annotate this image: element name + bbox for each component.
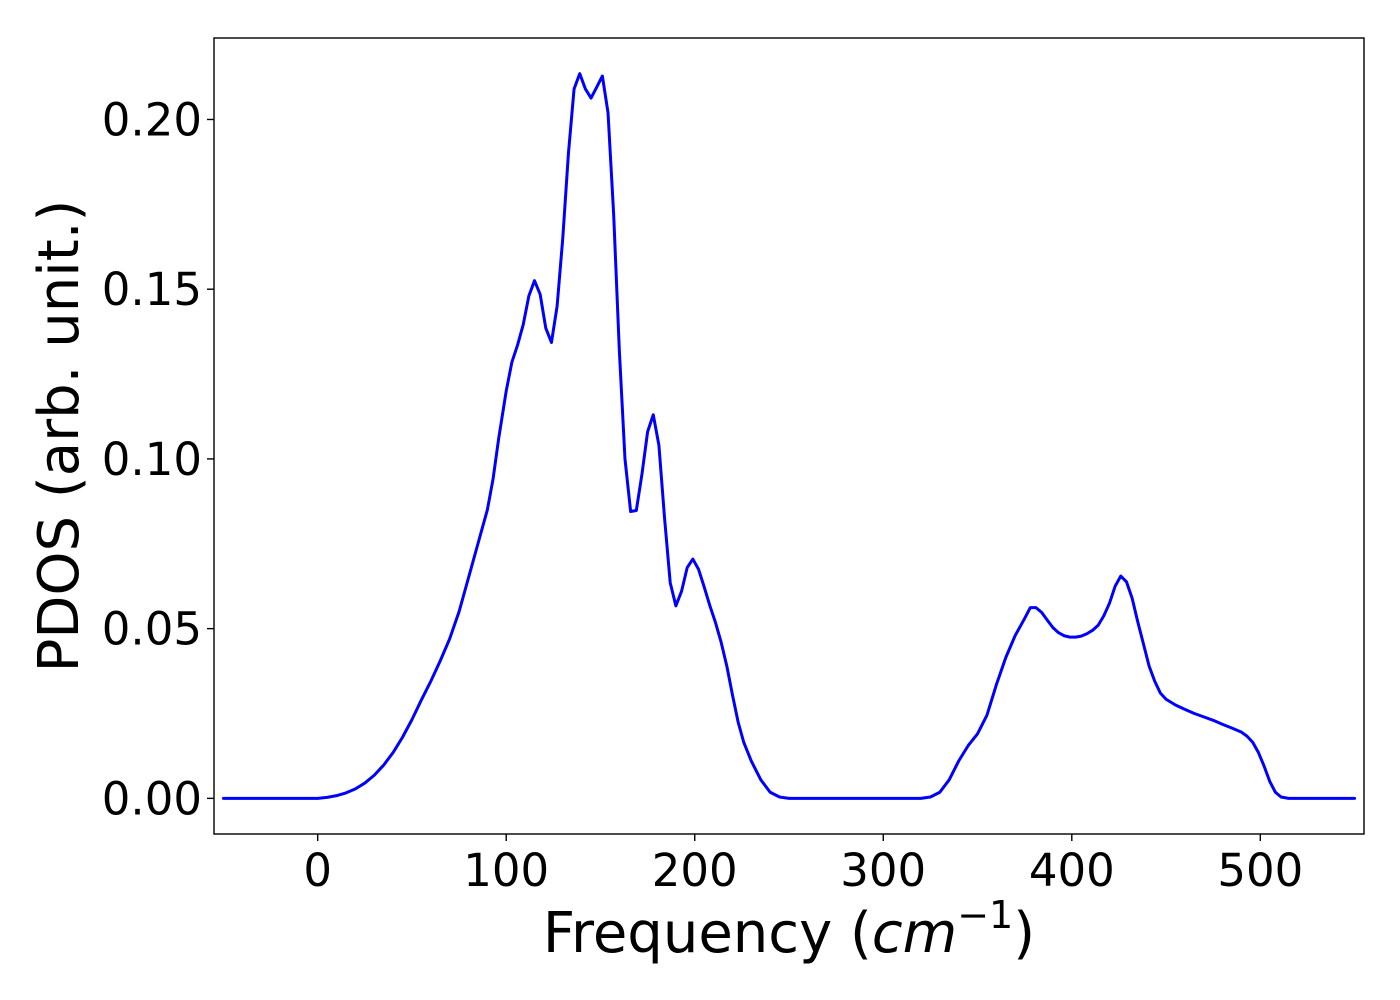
x-tick-label: 200 [652, 844, 738, 897]
x-tick-label: 300 [840, 844, 926, 897]
pdos-series-line [221, 72, 1357, 800]
y-tick-label: 0.20 [102, 93, 202, 146]
y-tick-label: 0.15 [102, 263, 202, 316]
x-tick-label: 500 [1217, 844, 1303, 897]
axes-frame [213, 37, 1365, 835]
y-tick-label: 0.10 [102, 433, 202, 486]
y-tick-label: 0.00 [102, 772, 202, 825]
x-axis-label-text: Frequency ( [543, 901, 872, 966]
y-axis-ticks: 0.00 0.05 0.10 0.15 0.20 [102, 93, 214, 825]
x-axis-label: Frequency (cm−1) [543, 893, 1035, 966]
x-axis-ticks: 0 100 200 300 400 500 [303, 834, 1303, 897]
x-axis-label-close: ) [1013, 901, 1035, 966]
y-axis-label: PDOS (arb. unit.) [27, 200, 92, 673]
y-tick-label: 0.05 [102, 603, 202, 656]
x-tick-label: 100 [463, 844, 549, 897]
x-tick-label: 0 [303, 844, 332, 897]
x-axis-label-exponent: −1 [957, 893, 1013, 937]
x-axis-label-unit: cm [872, 901, 957, 966]
plot-area [221, 72, 1357, 800]
x-tick-label: 400 [1029, 844, 1115, 897]
